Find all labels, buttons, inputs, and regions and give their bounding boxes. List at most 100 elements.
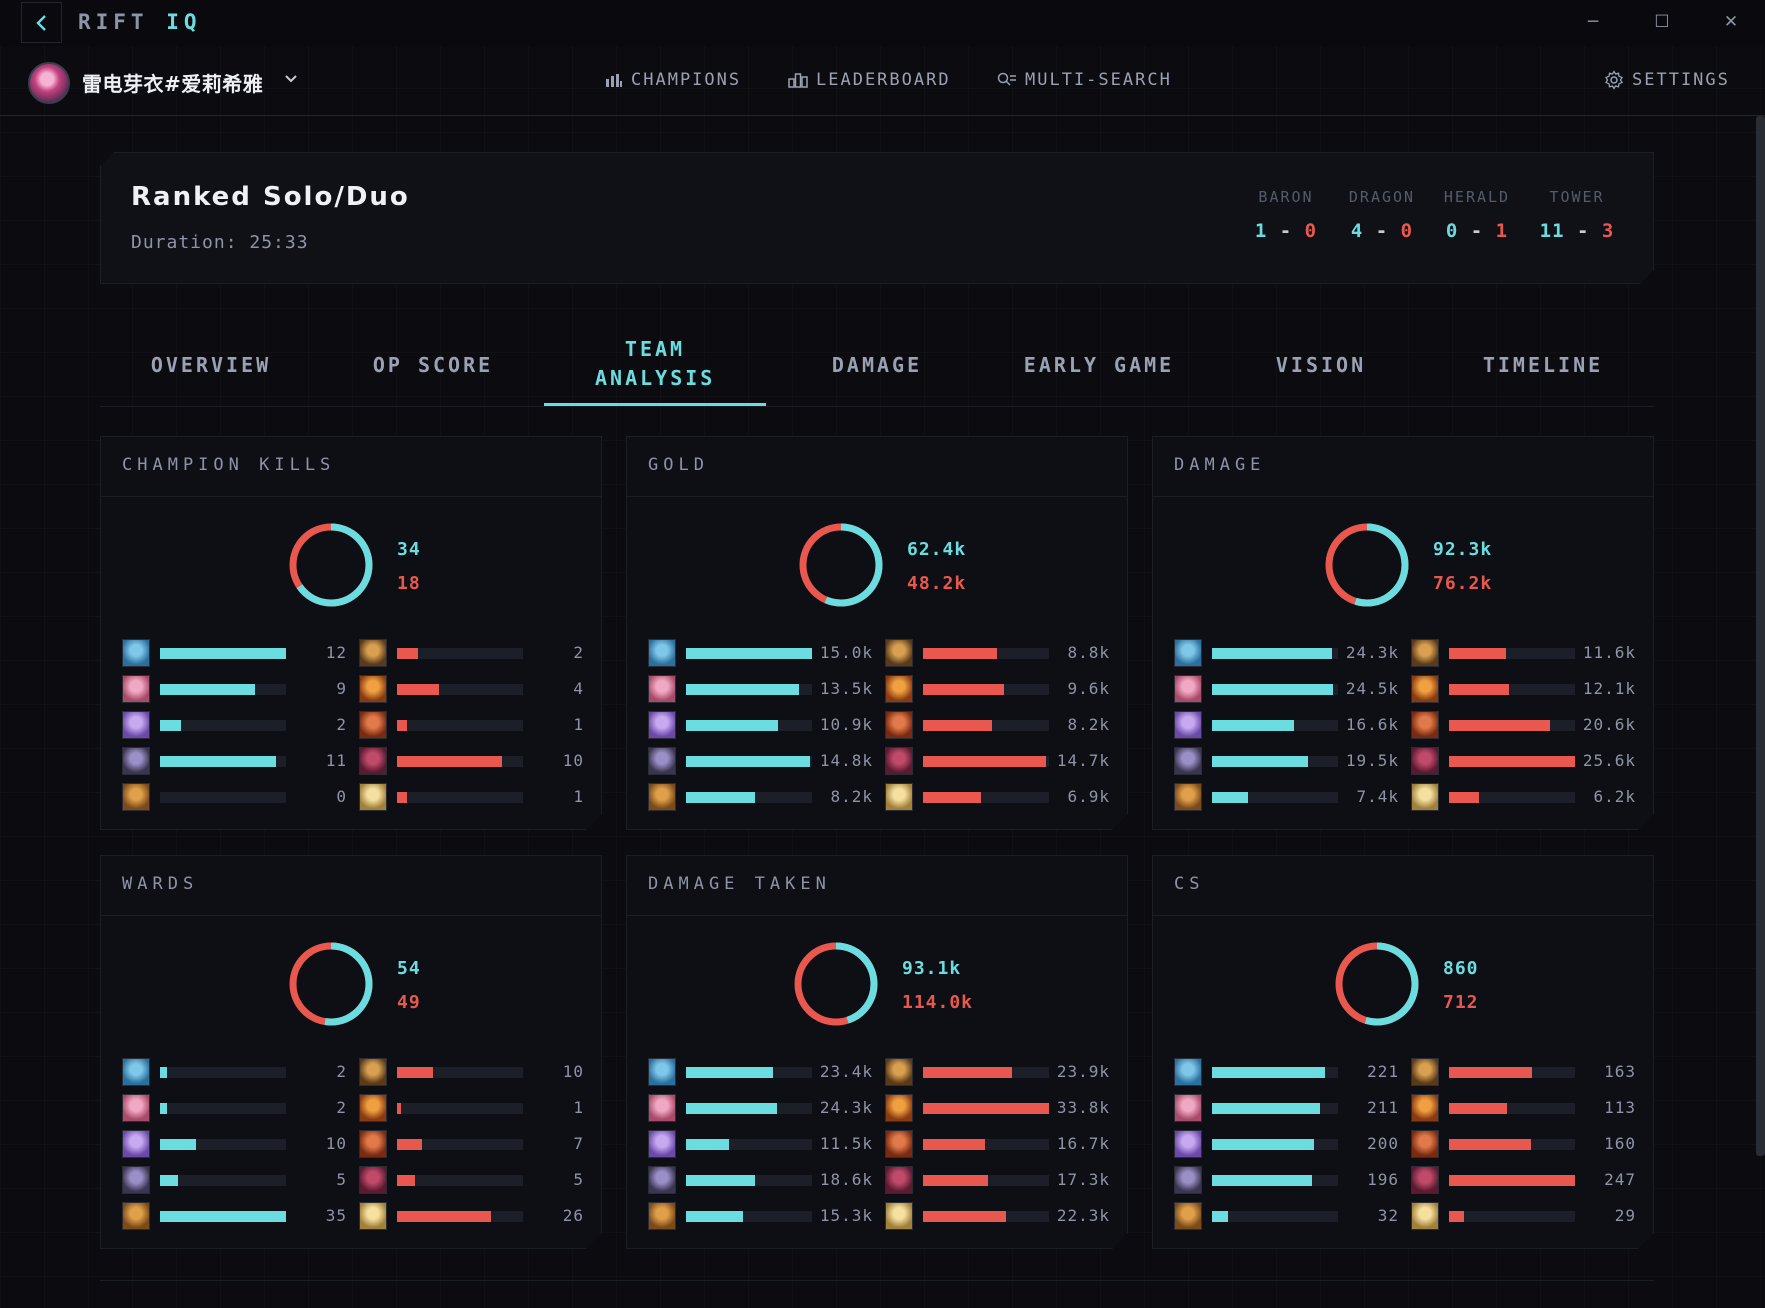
minimize-button[interactable]: ─ [1587,12,1599,32]
objective-blue-count: 11 [1539,220,1565,242]
red-player-row: 4 [359,675,584,705]
stat-bar-fill [397,1103,401,1114]
ezreal-icon[interactable] [1174,1058,1202,1086]
objective-label: DRAGON [1348,188,1416,206]
evelynn-icon[interactable] [1174,1166,1202,1194]
evelynn-icon[interactable] [122,747,150,775]
rell-icon[interactable] [359,639,387,667]
sona-icon[interactable] [885,1202,913,1230]
blue-player-row: 16.6k [1174,711,1399,741]
summoner-name[interactable]: 雷电芽衣#爱莉希雅 [82,72,264,96]
zyra-icon[interactable] [648,675,676,703]
volibear-icon[interactable] [1411,711,1439,739]
stat-value: 9.6k [1067,679,1110,698]
vayne-icon[interactable] [1411,747,1439,775]
stat-value: 8.8k [1067,643,1110,662]
warwick-icon[interactable] [1174,1202,1202,1230]
evelynn-icon[interactable] [1174,747,1202,775]
volibear-icon[interactable] [885,1130,913,1158]
gnar-icon[interactable] [885,1094,913,1122]
seraphine-icon[interactable] [648,1130,676,1158]
vayne-icon[interactable] [359,1166,387,1194]
stat-bar [923,1211,1049,1222]
seraphine-icon[interactable] [648,711,676,739]
stat-bar [397,756,523,767]
sona-icon[interactable] [1411,1202,1439,1230]
ezreal-icon[interactable] [1174,639,1202,667]
stat-value: 10 [562,1062,584,1081]
vayne-icon[interactable] [359,747,387,775]
gnar-icon[interactable] [359,675,387,703]
rell-icon[interactable] [885,639,913,667]
nav-settings[interactable]: SETTINGS [1604,70,1730,90]
sona-icon[interactable] [359,1202,387,1230]
stat-bar [923,1067,1049,1078]
zyra-icon[interactable] [1174,1094,1202,1122]
stat-value: 247 [1604,1170,1636,1189]
ezreal-icon[interactable] [648,639,676,667]
ezreal-icon[interactable] [122,1058,150,1086]
rell-icon[interactable] [885,1058,913,1086]
ezreal-icon[interactable] [648,1058,676,1086]
vayne-icon[interactable] [885,1166,913,1194]
scrollbar[interactable] [1756,116,1765,1156]
zyra-icon[interactable] [648,1094,676,1122]
sona-icon[interactable] [359,783,387,811]
volibear-icon[interactable] [1411,1130,1439,1158]
tab-damage[interactable]: DAMAGE [766,325,988,406]
close-button[interactable]: ✕ [1723,12,1739,32]
warwick-icon[interactable] [1174,783,1202,811]
nav-champions[interactable]: CHAMPIONS [605,70,741,90]
warwick-icon[interactable] [122,783,150,811]
evelynn-icon[interactable] [648,1166,676,1194]
tab-overview[interactable]: OVERVIEW [100,325,322,406]
sona-icon[interactable] [1411,783,1439,811]
gnar-icon[interactable] [1411,675,1439,703]
evelynn-icon[interactable] [648,747,676,775]
back-button[interactable] [21,2,62,43]
seraphine-icon[interactable] [1174,1130,1202,1158]
volibear-icon[interactable] [359,1130,387,1158]
rell-icon[interactable] [1411,639,1439,667]
volibear-icon[interactable] [359,711,387,739]
gnar-icon[interactable] [1411,1094,1439,1122]
volibear-icon[interactable] [885,711,913,739]
stat-value: 14.8k [819,751,873,770]
seraphine-icon[interactable] [1174,711,1202,739]
ezreal-icon[interactable] [122,639,150,667]
stat-bar [397,648,523,659]
tab-vision[interactable]: VISION [1210,325,1432,406]
tab-early-game[interactable]: EARLY GAME [988,325,1210,406]
tab-team-analysis[interactable]: TEAM ANALYSIS [544,325,766,406]
zyra-icon[interactable] [1174,675,1202,703]
stat-bar [686,684,812,695]
zyra-icon[interactable] [122,1094,150,1122]
rell-icon[interactable] [1411,1058,1439,1086]
maximize-button[interactable]: ☐ [1654,12,1670,32]
tab-op-score[interactable]: OP SCORE [322,325,544,406]
gnar-icon[interactable] [885,675,913,703]
warwick-icon[interactable] [648,783,676,811]
vayne-icon[interactable] [1411,1166,1439,1194]
summoner-avatar[interactable] [28,62,70,104]
tab-timeline[interactable]: TIMELINE [1432,325,1654,406]
stat-bar [397,1067,523,1078]
tab-label: TIMELINE [1482,353,1604,377]
nav-leaderboard[interactable]: LEADERBOARD [788,70,951,90]
warwick-icon[interactable] [122,1202,150,1230]
stat-bar [923,648,1049,659]
seraphine-icon[interactable] [122,711,150,739]
nav-multi-search[interactable]: MULTI-SEARCH [997,70,1172,90]
evelynn-icon[interactable] [122,1166,150,1194]
warwick-icon[interactable] [648,1202,676,1230]
panel-damage: DAMAGE 92.3k 76.2k 24.3k 11.6k 24.5k 12.1k 16.6… [1152,436,1654,830]
seraphine-icon[interactable] [122,1130,150,1158]
vayne-icon[interactable] [885,747,913,775]
rell-icon[interactable] [359,1058,387,1086]
sona-icon[interactable] [885,783,913,811]
gnar-icon[interactable] [359,1094,387,1122]
zyra-icon[interactable] [122,675,150,703]
chevron-down-icon[interactable] [284,74,298,84]
stat-bar [1449,684,1575,695]
stat-bar-fill [1212,1139,1314,1150]
